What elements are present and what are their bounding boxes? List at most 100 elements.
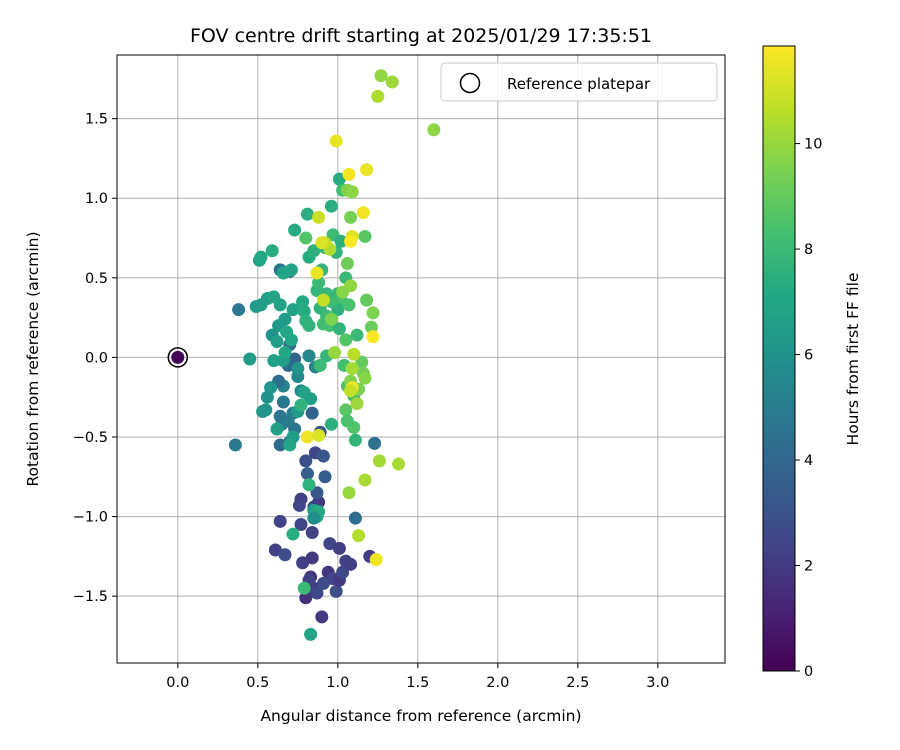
data-point	[297, 581, 311, 595]
y-tick-label: 1.0	[85, 191, 108, 207]
colorbar-tick-label: 10	[804, 137, 822, 153]
data-point	[292, 498, 306, 512]
data-point	[276, 395, 290, 409]
data-point	[243, 352, 257, 366]
data-point	[332, 322, 346, 336]
data-point	[268, 543, 282, 557]
data-point	[334, 234, 348, 248]
data-point	[345, 185, 359, 199]
data-point	[171, 350, 185, 364]
data-point	[249, 299, 263, 313]
data-point	[300, 430, 314, 444]
data-point	[312, 428, 326, 442]
data-point	[291, 362, 305, 376]
data-point	[316, 293, 330, 307]
data-point	[267, 354, 281, 368]
data-point	[267, 290, 281, 304]
data-point	[371, 89, 385, 103]
colorbar-label: Hours from first FF file	[844, 273, 862, 446]
data-point	[344, 557, 358, 571]
data-point	[254, 250, 268, 264]
data-point	[385, 75, 399, 89]
data-point	[366, 330, 380, 344]
data-point	[427, 123, 441, 137]
data-point	[288, 223, 302, 237]
data-point	[352, 529, 366, 543]
data-point	[307, 244, 321, 258]
data-point	[300, 467, 314, 481]
data-point	[299, 231, 313, 245]
data-point	[297, 304, 311, 318]
data-point	[296, 556, 310, 570]
data-point	[360, 293, 374, 307]
y-axis-label: Rotation from reference (arcmin)	[24, 231, 42, 486]
data-point	[372, 454, 386, 468]
data-point	[348, 433, 362, 447]
data-point	[310, 266, 324, 280]
x-tick-label: 1.0	[326, 675, 349, 691]
data-point	[278, 346, 292, 360]
data-point	[264, 381, 278, 395]
data-point	[305, 406, 319, 420]
data-point	[355, 355, 369, 369]
data-point	[270, 422, 284, 436]
data-point	[324, 199, 338, 213]
data-point	[273, 409, 287, 423]
data-point	[294, 398, 308, 412]
colorbar: 0 2 4 6 8 10 Hours from first FF file	[762, 45, 862, 680]
y-tick-label: −1.5	[73, 589, 108, 605]
data-point	[286, 303, 300, 317]
data-point	[329, 584, 343, 598]
data-point	[344, 210, 358, 224]
data-point	[392, 457, 406, 471]
y-tick-label: −0.5	[73, 430, 108, 446]
data-point	[304, 627, 318, 641]
chart-title: FOV centre drift starting at 2025/01/29 …	[190, 25, 652, 47]
data-point	[339, 333, 353, 347]
data-point	[356, 206, 370, 220]
data-point	[340, 414, 354, 428]
x-tick-label: 3.0	[646, 675, 669, 691]
data-point	[284, 263, 298, 277]
legend: Reference platepar	[440, 62, 718, 102]
data-point	[360, 163, 374, 177]
data-point	[286, 527, 300, 541]
x-tick-label: 0.5	[246, 675, 269, 691]
data-point	[313, 358, 327, 372]
data-point	[278, 548, 292, 562]
data-point	[329, 134, 343, 148]
colorbar-tick-label: 6	[804, 348, 813, 364]
data-point	[302, 319, 316, 333]
data-point	[332, 541, 346, 555]
data-point	[350, 328, 364, 342]
data-point	[324, 312, 338, 326]
data-point	[273, 514, 287, 528]
data-point	[348, 511, 362, 525]
data-point	[312, 276, 326, 290]
data-point	[316, 576, 330, 590]
data-point	[228, 438, 242, 452]
data-point	[315, 236, 329, 250]
data-point	[344, 384, 358, 398]
data-point	[374, 69, 388, 83]
x-tick-label: 2.0	[486, 675, 509, 691]
colorbar-gradient	[762, 45, 796, 672]
data-point	[305, 525, 319, 539]
data-point	[358, 371, 372, 385]
legend-box	[440, 62, 718, 102]
data-points	[167, 69, 441, 641]
y-tick-label: 0.5	[85, 271, 108, 287]
data-point	[278, 312, 292, 326]
data-point	[324, 417, 338, 431]
data-point	[332, 172, 346, 186]
data-point	[358, 473, 372, 487]
data-point	[328, 346, 342, 360]
data-point	[259, 403, 273, 417]
data-point	[315, 610, 329, 624]
data-point	[265, 244, 279, 258]
data-point	[350, 397, 364, 411]
legend-label: Reference platepar	[507, 75, 651, 93]
data-point	[283, 438, 297, 452]
data-point	[299, 454, 313, 468]
